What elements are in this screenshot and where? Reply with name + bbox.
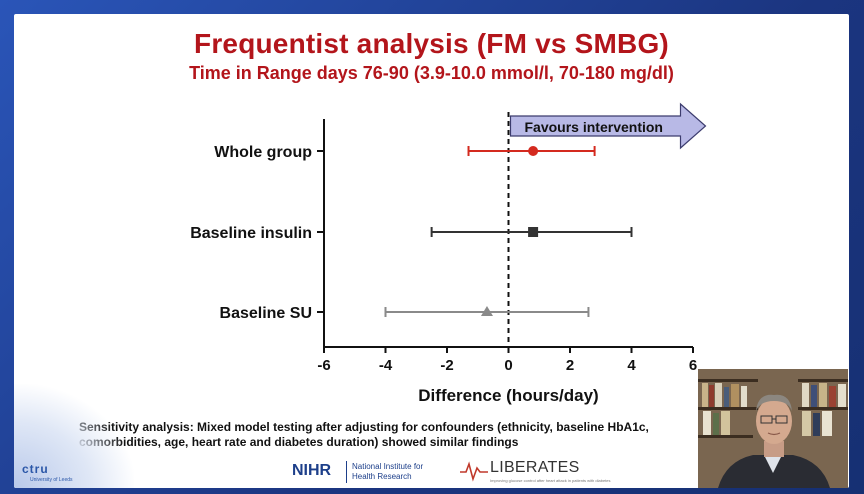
heartbeat-icon	[460, 461, 488, 482]
footnote: Sensitivity analysis: Mixed model testin…	[79, 420, 649, 449]
slide-subtitle: Time in Range days 76-90 (3.9-10.0 mmol/…	[189, 63, 674, 83]
nihr-logo: NIHR	[292, 462, 332, 479]
nihr-name: National Institute for Health Research	[352, 462, 424, 481]
row-label: Baseline insulin	[190, 225, 312, 242]
presenter-video-frame	[698, 369, 848, 488]
favours-arrow-label: Favours intervention	[525, 119, 663, 135]
point-estimate	[480, 306, 493, 316]
point-estimate	[528, 146, 539, 156]
x-tick-label: -4	[379, 357, 393, 374]
corner-decoration	[14, 384, 134, 488]
row-label: Whole group	[214, 144, 312, 161]
point-estimate	[528, 227, 539, 237]
liberates-tagline: Improving glucose control after heart at…	[490, 478, 611, 483]
ctru-subtitle: University of Leeds	[30, 477, 73, 483]
x-axis-title: Difference (hours/day)	[418, 386, 598, 405]
x-tick-label: -2	[440, 357, 453, 374]
x-tick-label: 0	[504, 357, 512, 374]
x-tick-label: 6	[689, 357, 697, 374]
ctru-logo: ctru	[22, 462, 49, 476]
forest-plot: -6 -4 -2 0 2 4 6 Favours intervention Difference…	[190, 102, 707, 405]
webcam-video[interactable]	[698, 369, 848, 488]
x-tick-label: -6	[317, 357, 330, 374]
nihr-divider	[346, 461, 347, 483]
liberates-logo: LIBERATES	[490, 459, 580, 476]
favours-arrow	[509, 102, 707, 150]
slide-title: Frequentist analysis (FM vs SMBG)	[194, 28, 669, 59]
row-label: Baseline SU	[220, 305, 312, 322]
x-tick-label: 4	[627, 357, 636, 374]
x-tick-label: 2	[566, 357, 574, 374]
